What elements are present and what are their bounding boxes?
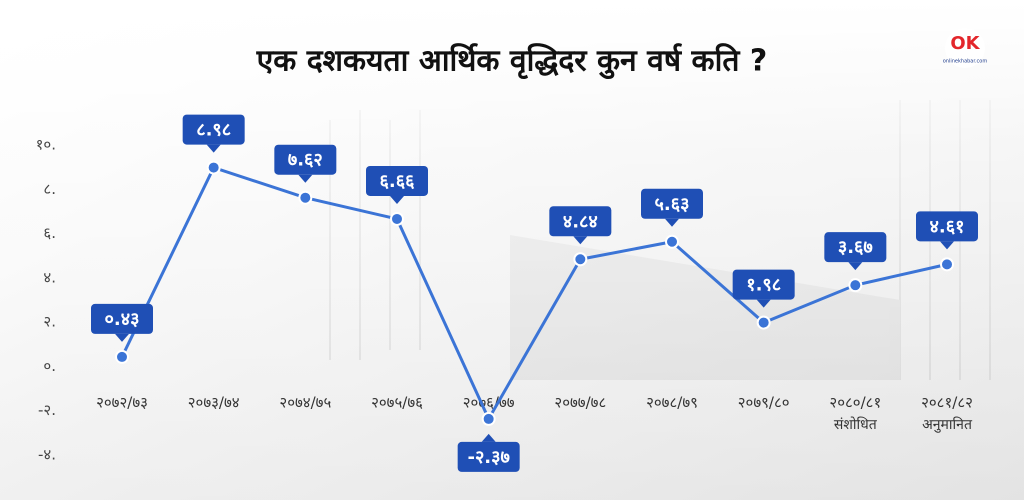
y-tick-label: ६. xyxy=(43,224,56,242)
data-line xyxy=(120,165,948,423)
data-point xyxy=(665,234,679,249)
value-label: ४.६१ xyxy=(930,216,965,237)
value-label-pointer xyxy=(848,262,863,271)
value-label-pointer xyxy=(665,218,679,227)
data-point xyxy=(940,257,954,272)
value-label-pointer xyxy=(206,144,221,153)
x-tick-label: २०७२/७३ xyxy=(96,394,148,412)
logo-badge xyxy=(945,28,985,68)
x-tick-label: २०७९/८० xyxy=(738,394,790,412)
y-tick-label: १०. xyxy=(36,136,56,154)
data-point xyxy=(756,315,771,330)
logo-mark: OK xyxy=(950,33,980,54)
value-label-pointer xyxy=(390,195,404,204)
x-tick-label: २०७३/७४ xyxy=(188,394,240,412)
data-point xyxy=(573,252,588,267)
value-label-pointer xyxy=(756,299,771,308)
value-label-box xyxy=(549,206,612,237)
x-tick-note: संशोधित xyxy=(834,416,878,433)
value-label: -२.३७ xyxy=(467,447,509,468)
value-label-box xyxy=(274,144,337,175)
value-label-box xyxy=(916,211,978,242)
y-tick-label: ४. xyxy=(43,268,56,286)
value-label: १.९८ xyxy=(746,275,781,296)
y-tick-label: ०. xyxy=(43,357,56,375)
data-point xyxy=(206,160,221,175)
value-label: ५.६३ xyxy=(655,194,690,215)
value-label-box xyxy=(732,269,795,300)
value-label-box xyxy=(457,441,520,472)
value-label-box xyxy=(91,303,153,334)
value-label-pointer xyxy=(940,241,954,250)
value-label: ८.९८ xyxy=(196,120,231,141)
y-tick-label: ८. xyxy=(43,180,56,198)
value-label-pointer xyxy=(298,174,313,183)
value-label: ०.४३ xyxy=(105,309,140,330)
x-tick-label: २०८०/८१ xyxy=(829,394,881,412)
value-label-box xyxy=(366,165,428,196)
value-label-pointer xyxy=(481,433,496,442)
x-tick-label: २०७८/७९ xyxy=(646,394,698,412)
value-label: ७.६२ xyxy=(288,150,323,171)
data-point xyxy=(390,211,404,226)
chart-title: एक दशकयता आर्थिक वृद्धिदर कुन वर्ष कति ? xyxy=(256,43,768,80)
y-tick-label: २. xyxy=(43,313,56,331)
value-label-box xyxy=(641,188,703,219)
x-tick-label: २०७५/७६ xyxy=(371,394,423,412)
value-label-box xyxy=(824,232,887,263)
value-label: ६.६६ xyxy=(380,171,416,192)
y-tick-label: -२. xyxy=(38,401,56,419)
x-tick-label: २०७७/७८ xyxy=(554,394,606,412)
data-point xyxy=(481,411,496,426)
data-point xyxy=(115,349,129,364)
value-label-pointer xyxy=(573,236,588,245)
logo-site: onlinekhabar.com xyxy=(943,59,988,65)
value-label: ४.८४ xyxy=(563,211,598,232)
x-tick-label: २०७४/७५ xyxy=(279,394,331,412)
x-tick-label: २०७६/७७ xyxy=(463,394,515,412)
y-tick-label: -४. xyxy=(38,446,56,464)
data-point xyxy=(298,190,313,205)
value-label-pointer xyxy=(115,333,129,342)
value-label-box xyxy=(182,114,245,145)
value-label: ३.६७ xyxy=(838,237,873,258)
x-tick-note: अनुमानित xyxy=(922,416,973,433)
x-tick-label: २०८१/८२ xyxy=(921,394,973,412)
data-point xyxy=(848,278,863,293)
